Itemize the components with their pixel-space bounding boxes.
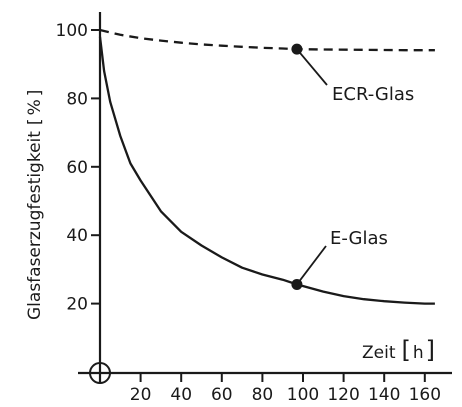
leader-line — [296, 245, 327, 285]
y-tick-label: 80 — [66, 89, 88, 109]
y-tick-label: 100 — [56, 21, 88, 41]
x-tick-label: 160 — [409, 385, 441, 405]
series-label: ECR-Glas — [332, 84, 414, 105]
x-tick-label: 20 — [130, 385, 152, 405]
y-axis-label: Glasfaserzugfestigkeit [%] — [25, 90, 45, 320]
x-axis-unit-close: ] — [426, 336, 435, 364]
x-axis-unit-open: [ — [402, 336, 411, 364]
x-tick-label: 100 — [287, 385, 319, 405]
x-tick-label: 60 — [211, 385, 233, 405]
origin-symbol — [89, 362, 111, 384]
x-tick-label: 140 — [368, 385, 400, 405]
y-axis-unit-close: ] — [25, 90, 45, 97]
labels-layer: Glasfaserzugfestigkeit[%] Zeit[h] ECR-Gl… — [25, 48, 435, 364]
x-axis-label: Zeit [h] — [362, 336, 435, 364]
y-axis-label-text: Glasfaserzugfestigkeit — [25, 131, 45, 320]
y-tick-label: 20 — [66, 295, 88, 315]
x-tick-label: 40 — [170, 385, 192, 405]
x-axis-unit: h — [413, 343, 424, 363]
x-axis-label-text: Zeit — [362, 343, 396, 363]
axes — [78, 12, 452, 384]
y-axis-unit-open: [ — [25, 118, 45, 125]
leader-line — [296, 48, 328, 86]
series-layer — [98, 28, 435, 305]
y-axis-unit: % — [25, 99, 45, 115]
x-tick-label: 80 — [252, 385, 274, 405]
x-ticks: 20 40 60 80 100 120 140 160 — [130, 373, 441, 405]
y-tick-label: 40 — [66, 226, 88, 246]
y-tick-label: 60 — [66, 158, 88, 178]
series-label: E-Glas — [330, 228, 388, 249]
series-line — [99, 28, 435, 52]
x-tick-label: 120 — [327, 385, 359, 405]
series-line — [98, 36, 435, 305]
y-ticks: 20 40 60 80 100 — [56, 21, 100, 315]
